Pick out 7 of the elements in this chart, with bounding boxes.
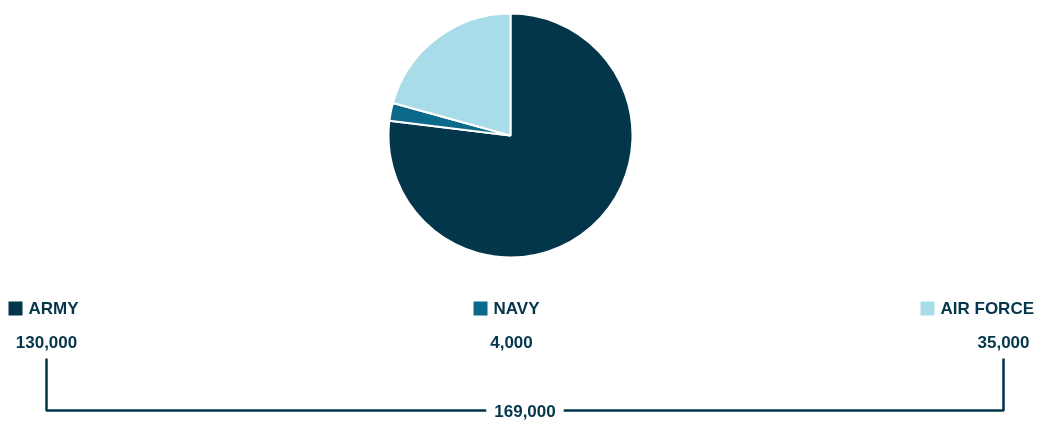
legend-label: ARMY — [28, 299, 80, 318]
data-label: 130,000 — [15, 332, 78, 352]
data-label: 4,000 — [490, 332, 533, 352]
text: 169,000 — [494, 401, 556, 421]
legend-label: NAVY — [493, 299, 541, 318]
data-label: 35,000 — [977, 332, 1030, 352]
legend-label: AIR FORCE — [940, 299, 1034, 318]
